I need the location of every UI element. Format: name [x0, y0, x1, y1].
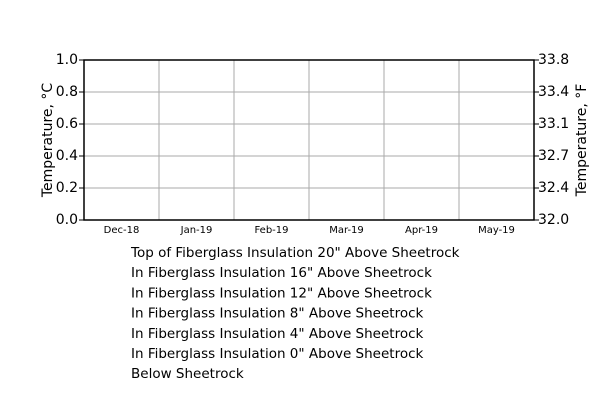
legend-label: In Fiberglass Insulation 12" Above Sheet…	[131, 285, 432, 301]
legend-label: In Fiberglass Insulation 8" Above Sheetr…	[131, 306, 424, 322]
x-tick-label: May-19	[478, 225, 515, 236]
legend-label: Below Sheetrock	[131, 366, 244, 382]
y-tick-label: 0.8	[56, 84, 78, 100]
y2-tick-label: 32.7	[538, 148, 569, 164]
legend-label: In Fiberglass Insulation 4" Above Sheetr…	[131, 326, 424, 342]
y-tick-label: 1.0	[56, 52, 78, 68]
x-tick-label: Feb-19	[254, 225, 288, 236]
y2-tick-label: 32.4	[538, 180, 569, 196]
y2-tick-label: 33.8	[538, 52, 569, 68]
legend-label: In Fiberglass Insulation 0" Above Sheetr…	[131, 346, 424, 362]
plot-frame	[83, 59, 535, 221]
legend-label: Top of Fiberglass Insulation 20" Above S…	[130, 245, 460, 261]
x-tick-label: Apr-19	[405, 225, 438, 236]
y-tick-label: 0.0	[56, 212, 78, 228]
y2-axis-label: Temperature, °F	[574, 84, 590, 198]
x-tick-label: Jan-19	[180, 225, 213, 236]
y-axis-label: Temperature, °C	[40, 83, 56, 199]
y2-tick-label: 33.4	[538, 84, 569, 100]
x-tick-label: Mar-19	[329, 225, 364, 236]
y-tick-label: 0.6	[56, 116, 78, 132]
y-tick-label: 0.2	[56, 180, 78, 196]
x-tick-label: Dec-18	[104, 225, 140, 236]
y2-tick-label: 33.1	[538, 116, 569, 132]
y2-tick-label: 32.0	[538, 212, 569, 228]
legend-label: In Fiberglass Insulation 16" Above Sheet…	[131, 265, 432, 281]
y-tick-label: 0.4	[56, 148, 78, 164]
